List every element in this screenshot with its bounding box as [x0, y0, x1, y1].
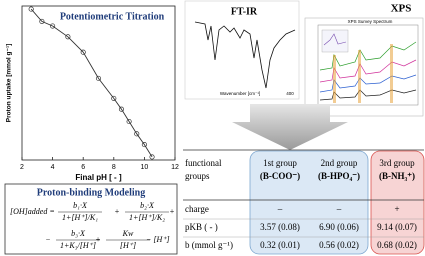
xps-title: XPS [391, 3, 412, 15]
equation-lhs: [OH]added = [10, 207, 55, 216]
table-header: 3rd group [379, 158, 415, 168]
ftir-panel [184, 0, 300, 100]
data-point [111, 95, 117, 101]
x-tick-label: 2 [20, 164, 24, 171]
fit-line [30, 8, 153, 158]
xps-inset [321, 29, 349, 53]
group-highlight [370, 150, 425, 255]
table-header: (B-NH₃⁺) [379, 171, 415, 181]
equation-numerator: b₂·X [140, 201, 155, 210]
data-point [134, 131, 140, 137]
table-cell: 6.90 (0.06) [319, 222, 359, 232]
table-cell: – [336, 204, 342, 214]
ftir-tick: 400 [286, 91, 294, 96]
flow-arrow [232, 104, 348, 150]
equation-numerator: b₁·X [73, 201, 88, 210]
equation-sign: − [45, 235, 50, 244]
table-cell: 0.56 (0.02) [319, 240, 359, 250]
x-axis-label: Final pH [ - ] [75, 173, 122, 182]
xps-subtitle: XPS Survey Spectrum [348, 19, 393, 24]
chart-title: Potentiometric Titration [60, 11, 165, 22]
table-cell: 3.57 (0.08) [260, 222, 300, 232]
table-header: functional [185, 158, 222, 168]
modeling-box [4, 183, 178, 255]
data-point [95, 75, 102, 81]
equation-sign: + [114, 207, 119, 216]
group-highlight [249, 150, 369, 255]
xps-axes [317, 24, 419, 106]
data-point [80, 49, 86, 55]
equation-denominator: 1+[H⁺]/K₁ [62, 213, 98, 222]
table-cell: 0.68 (0.02) [377, 240, 417, 250]
data-point [126, 118, 132, 125]
x-tick-label: 10 [141, 164, 149, 171]
y-axis-label: Proton uptake [mmol g⁻¹] [6, 44, 13, 123]
table-cell: – [277, 204, 283, 214]
data-point [118, 106, 125, 112]
row-label: charge [185, 204, 209, 214]
table-cell: 0.32 (0.01) [260, 240, 300, 250]
xps-peak-band [358, 50, 361, 103]
plot-area [21, 5, 176, 161]
table-header: (B-HPO₄⁻) [318, 171, 360, 181]
equation-denominator: 1+[H⁺]/K₂ [129, 213, 165, 222]
x-tick-label: 8 [112, 164, 116, 171]
data-point [39, 18, 45, 24]
equation-sign: + [169, 207, 174, 216]
equation-tail: − [H⁺] [146, 235, 170, 244]
table-header: groups [185, 171, 210, 181]
table-cell: 9.14 (0.07) [377, 222, 417, 232]
data-point [141, 142, 147, 148]
ftir-title: FT-IR [231, 6, 258, 17]
table-header: (B-COO⁻) [260, 171, 300, 181]
x-tick-label: 12 [171, 164, 179, 171]
table-header: 2nd group [321, 158, 358, 168]
x-tick-label: 4 [51, 164, 55, 171]
ftir-x-label: Wavenumber [cm⁻¹] [220, 91, 260, 96]
equation-denominator: [H⁺] [120, 241, 136, 250]
row-label: b (mmol g⁻¹) [185, 240, 233, 250]
data-point [50, 23, 56, 29]
table-cell: + [394, 204, 399, 214]
equation-numerator: Kw [122, 229, 134, 238]
table-header: 1st group [263, 158, 297, 168]
ftir-spectrum [194, 21, 296, 89]
x-tick-label: 6 [81, 164, 85, 171]
equation-sign: + [95, 235, 100, 244]
xps-inset-line [323, 33, 347, 46]
equation-numerator: b₃·X [71, 229, 86, 238]
data-point [65, 34, 71, 40]
xps-peak-band [333, 55, 336, 103]
xps-peak-band [390, 44, 393, 103]
data-point [149, 154, 155, 160]
modeling-title: Proton-binding Modeling [37, 187, 145, 198]
equation-denominator: 1+K₃/[H⁺] [60, 241, 96, 250]
row-label: pKB ( - ) [185, 222, 218, 232]
data-point [28, 6, 34, 12]
